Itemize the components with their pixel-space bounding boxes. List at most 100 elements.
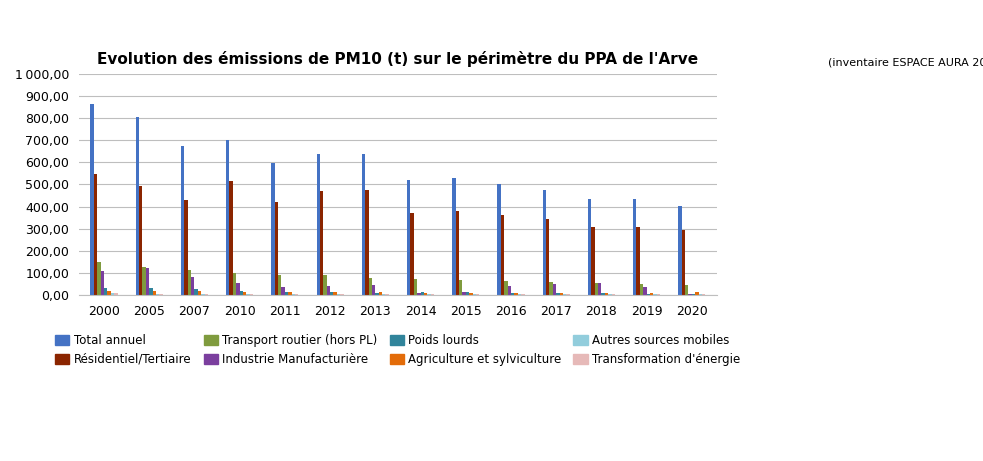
Bar — [156, 294, 159, 295]
Bar — [650, 293, 654, 295]
Bar — [647, 294, 650, 295]
Bar — [198, 291, 202, 295]
Bar — [455, 211, 459, 295]
Bar — [184, 201, 188, 295]
Bar — [378, 292, 382, 295]
Bar — [93, 174, 97, 295]
Bar — [518, 294, 521, 295]
Bar — [473, 294, 476, 295]
Bar — [243, 292, 247, 295]
Bar — [382, 294, 385, 295]
Legend: Total annuel, Résidentiel/Tertiaire, Transport routier (hors PL), Industrie Manu: Total annuel, Résidentiel/Tertiaire, Tra… — [55, 334, 740, 366]
Bar — [688, 294, 692, 295]
Bar — [204, 294, 208, 295]
Bar — [340, 294, 344, 295]
Bar — [281, 287, 285, 295]
Bar — [685, 285, 688, 295]
Bar — [559, 293, 563, 295]
Bar — [97, 262, 100, 295]
Bar — [247, 294, 250, 295]
Bar — [504, 281, 507, 295]
Bar — [333, 292, 337, 295]
Bar — [319, 191, 323, 295]
Bar — [681, 230, 685, 295]
Bar — [633, 199, 636, 295]
Bar — [507, 286, 511, 295]
Bar — [546, 219, 549, 295]
Bar — [556, 293, 559, 295]
Bar — [202, 294, 204, 295]
Bar — [424, 293, 428, 295]
Bar — [295, 294, 299, 295]
Bar — [466, 292, 469, 295]
Bar — [500, 214, 504, 295]
Bar — [421, 292, 424, 295]
Bar — [563, 294, 566, 295]
Bar — [591, 227, 595, 295]
Bar — [188, 270, 191, 295]
Bar — [326, 286, 330, 295]
Bar — [410, 213, 414, 295]
Bar — [588, 199, 591, 295]
Bar — [159, 294, 163, 295]
Bar — [233, 273, 236, 295]
Text: (inventaire ESPACE AURA 2022-v94): (inventaire ESPACE AURA 2022-v94) — [829, 57, 983, 67]
Bar — [372, 285, 376, 295]
Bar — [226, 140, 229, 295]
Bar — [497, 184, 500, 295]
Bar — [236, 283, 240, 295]
Bar — [107, 290, 111, 295]
Bar — [145, 268, 149, 295]
Bar — [285, 292, 288, 295]
Bar — [452, 178, 455, 295]
Bar — [149, 289, 152, 295]
Bar — [337, 294, 340, 295]
Bar — [181, 146, 184, 295]
Bar — [459, 280, 462, 295]
Bar — [692, 294, 695, 295]
Bar — [640, 284, 643, 295]
Bar — [552, 284, 556, 295]
Bar — [278, 275, 281, 295]
Bar — [240, 291, 243, 295]
Text: Evolution des émissions de PM10 (t) sur le périmètre du PPA de l'Arve: Evolution des émissions de PM10 (t) sur … — [97, 51, 699, 67]
Bar — [543, 190, 546, 295]
Bar — [376, 293, 378, 295]
Bar — [695, 292, 699, 295]
Bar — [317, 154, 319, 295]
Bar — [274, 202, 278, 295]
Bar — [678, 206, 681, 295]
Bar — [136, 118, 139, 295]
Bar — [104, 288, 107, 295]
Bar — [407, 180, 410, 295]
Bar — [323, 275, 326, 295]
Bar — [602, 294, 605, 295]
Bar — [643, 287, 647, 295]
Bar — [139, 186, 143, 295]
Bar — [152, 291, 156, 295]
Bar — [605, 293, 608, 295]
Bar — [195, 289, 198, 295]
Bar — [229, 181, 233, 295]
Bar — [288, 292, 292, 295]
Bar — [114, 294, 118, 295]
Bar — [414, 279, 417, 295]
Bar — [511, 293, 514, 295]
Bar — [250, 294, 254, 295]
Bar — [417, 293, 421, 295]
Bar — [369, 278, 372, 295]
Bar — [385, 294, 389, 295]
Bar — [595, 283, 598, 295]
Bar — [143, 267, 145, 295]
Bar — [90, 104, 93, 295]
Bar — [362, 154, 365, 295]
Bar — [514, 293, 518, 295]
Bar — [271, 164, 274, 295]
Bar — [100, 271, 104, 295]
Bar — [111, 294, 114, 295]
Bar — [469, 293, 473, 295]
Bar — [292, 294, 295, 295]
Bar — [365, 189, 369, 295]
Bar — [462, 292, 466, 295]
Bar — [428, 294, 431, 295]
